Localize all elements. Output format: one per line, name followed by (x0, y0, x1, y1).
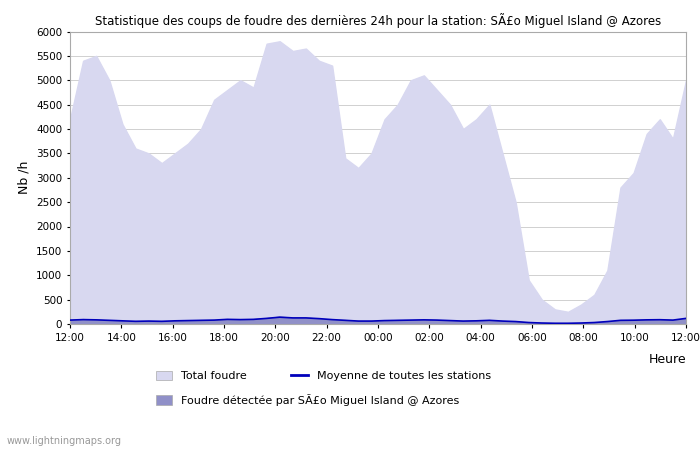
Title: Statistique des coups de foudre des dernières 24h pour la station: SÃ£o Miguel I: Statistique des coups de foudre des dern… (95, 13, 661, 27)
Text: www.lightningmaps.org: www.lightningmaps.org (7, 436, 122, 446)
Text: Heure: Heure (648, 353, 686, 366)
Y-axis label: Nb /h: Nb /h (18, 161, 31, 194)
Legend: Foudre détectée par SÃ£o Miguel Island @ Azores: Foudre détectée par SÃ£o Miguel Island @… (155, 394, 459, 406)
